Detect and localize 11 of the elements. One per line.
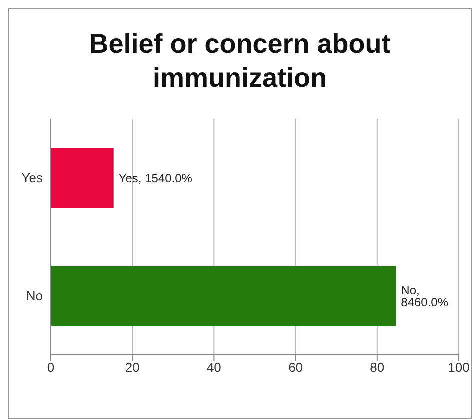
x-tick-label: 100: [448, 360, 470, 376]
x-tick-label: 60: [288, 360, 304, 376]
x-tick-label: 40: [206, 360, 222, 376]
y-tick-label: No: [26, 288, 43, 304]
data-label: Yes, 1540.0%: [118, 171, 193, 186]
data-label: No, 8460.0%: [401, 283, 449, 310]
y-tick-label: Yes: [22, 170, 44, 186]
x-tick-label: 80: [370, 360, 385, 376]
chart-title: Belief or concern about immunization: [88, 28, 392, 95]
x-tick-label: 0: [47, 360, 55, 376]
x-tick-label: 20: [125, 360, 140, 376]
